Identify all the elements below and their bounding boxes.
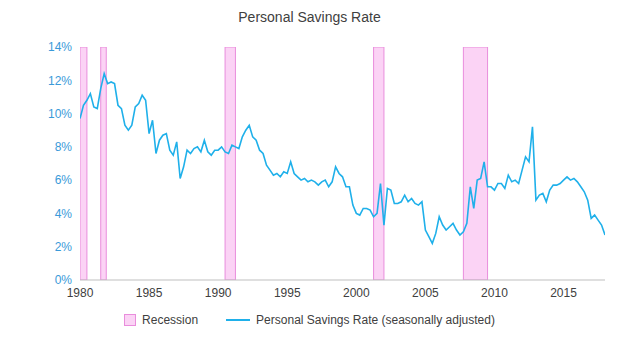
svg-text:2010: 2010 xyxy=(481,286,508,300)
svg-text:2%: 2% xyxy=(55,240,73,254)
svg-text:1985: 1985 xyxy=(136,286,163,300)
html-text:Recession: Recession xyxy=(142,313,199,327)
svg-text:4%: 4% xyxy=(55,207,73,221)
html-text:Personal Savings Rate (seasona: Personal Savings Rate (seasonally adjust… xyxy=(256,313,495,327)
svg-text:2000: 2000 xyxy=(343,286,370,300)
svg-text:14%: 14% xyxy=(48,40,72,54)
svg-text:0%: 0% xyxy=(55,273,73,287)
svg-text:1995: 1995 xyxy=(274,286,301,300)
html-text:Personal Savings Rate: Personal Savings Rate xyxy=(238,9,381,25)
svg-text:10%: 10% xyxy=(48,107,72,121)
svg-text:6%: 6% xyxy=(55,173,73,187)
svg-text:1980: 1980 xyxy=(67,286,94,300)
svg-text:12%: 12% xyxy=(48,74,72,88)
svg-text:1990: 1990 xyxy=(205,286,232,300)
svg-text:8%: 8% xyxy=(55,140,73,154)
svg-text:2005: 2005 xyxy=(412,286,439,300)
svg-text:2015: 2015 xyxy=(550,286,577,300)
